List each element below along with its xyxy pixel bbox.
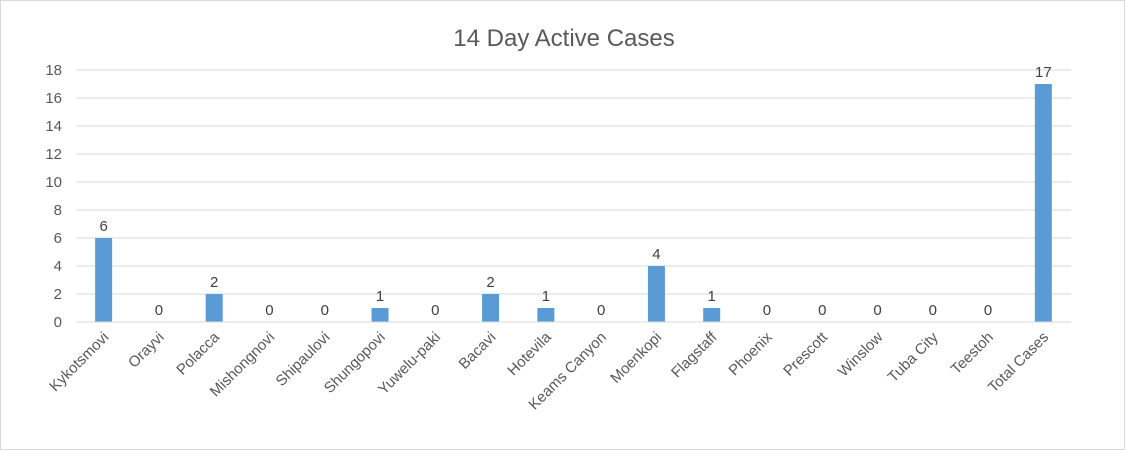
data-label: 0 bbox=[873, 302, 881, 319]
y-tick-label: 6 bbox=[54, 230, 62, 247]
data-label: 1 bbox=[376, 288, 384, 305]
x-axis-categories: Kykotsmovi Orayvi PolaccaMishongnoviShipau… bbox=[46, 328, 1052, 413]
y-tick-label: 18 bbox=[45, 62, 62, 79]
y-tick-label: 12 bbox=[45, 146, 62, 163]
x-tick-label: Phoenix bbox=[725, 328, 776, 379]
data-label: 17 bbox=[1035, 64, 1052, 81]
x-tick-label: Winslow bbox=[835, 329, 887, 381]
x-tick-label: Teestoh bbox=[948, 329, 997, 378]
data-label: 1 bbox=[542, 288, 550, 305]
data-label: 0 bbox=[265, 302, 273, 319]
bar bbox=[647, 266, 665, 322]
bar bbox=[482, 294, 500, 322]
data-label: 0 bbox=[155, 302, 163, 319]
data-labels: 6 0 2 0 0 1 0 2 1 0 4 1 0 0 0 0 0 17 bbox=[99, 64, 1051, 319]
x-tick-label: Bacavi bbox=[456, 329, 500, 373]
bar bbox=[95, 238, 113, 322]
data-label: 0 bbox=[431, 302, 439, 319]
bar bbox=[205, 294, 223, 322]
data-label: 2 bbox=[486, 274, 494, 291]
gridlines bbox=[76, 69, 1071, 295]
y-tick-label: 0 bbox=[54, 314, 62, 331]
y-tick-label: 10 bbox=[45, 174, 62, 191]
bar bbox=[537, 308, 555, 322]
data-label: 0 bbox=[929, 302, 937, 319]
bar bbox=[703, 308, 721, 322]
data-label: 6 bbox=[99, 218, 107, 235]
data-label: 0 bbox=[763, 302, 771, 319]
data-label: 0 bbox=[321, 302, 329, 319]
bar bbox=[371, 308, 389, 322]
bar bbox=[1034, 84, 1052, 322]
y-tick-label: 16 bbox=[45, 90, 62, 107]
x-tick-label: Polacca bbox=[173, 328, 223, 378]
data-label: 1 bbox=[708, 288, 716, 305]
x-tick-label: Moenkopi bbox=[607, 329, 665, 387]
y-tick-label: 4 bbox=[54, 258, 62, 275]
x-tick-label: Prescott bbox=[780, 328, 832, 380]
data-label: 0 bbox=[597, 302, 605, 319]
x-tick-label: Flagstaff bbox=[668, 328, 721, 381]
x-tick-label: Kykotsmovi bbox=[46, 329, 112, 395]
y-tick-label: 14 bbox=[45, 118, 62, 135]
data-label: 0 bbox=[984, 302, 992, 319]
data-label: 0 bbox=[818, 302, 826, 319]
data-label: 4 bbox=[652, 246, 660, 263]
y-tick-label: 2 bbox=[54, 286, 62, 303]
y-tick-label: 8 bbox=[54, 202, 62, 219]
x-tick-label: Tuba City bbox=[885, 328, 942, 385]
x-tick-label: Hotevila bbox=[504, 328, 555, 379]
y-axis-ticks: 0 2 4 6 8 10 12 14 16 18 bbox=[45, 62, 62, 331]
chart-title: 14 Day Active Cases bbox=[453, 25, 674, 52]
data-label: 2 bbox=[210, 274, 218, 291]
x-tick-label: Orayvi bbox=[125, 329, 168, 372]
bars bbox=[95, 84, 1052, 322]
